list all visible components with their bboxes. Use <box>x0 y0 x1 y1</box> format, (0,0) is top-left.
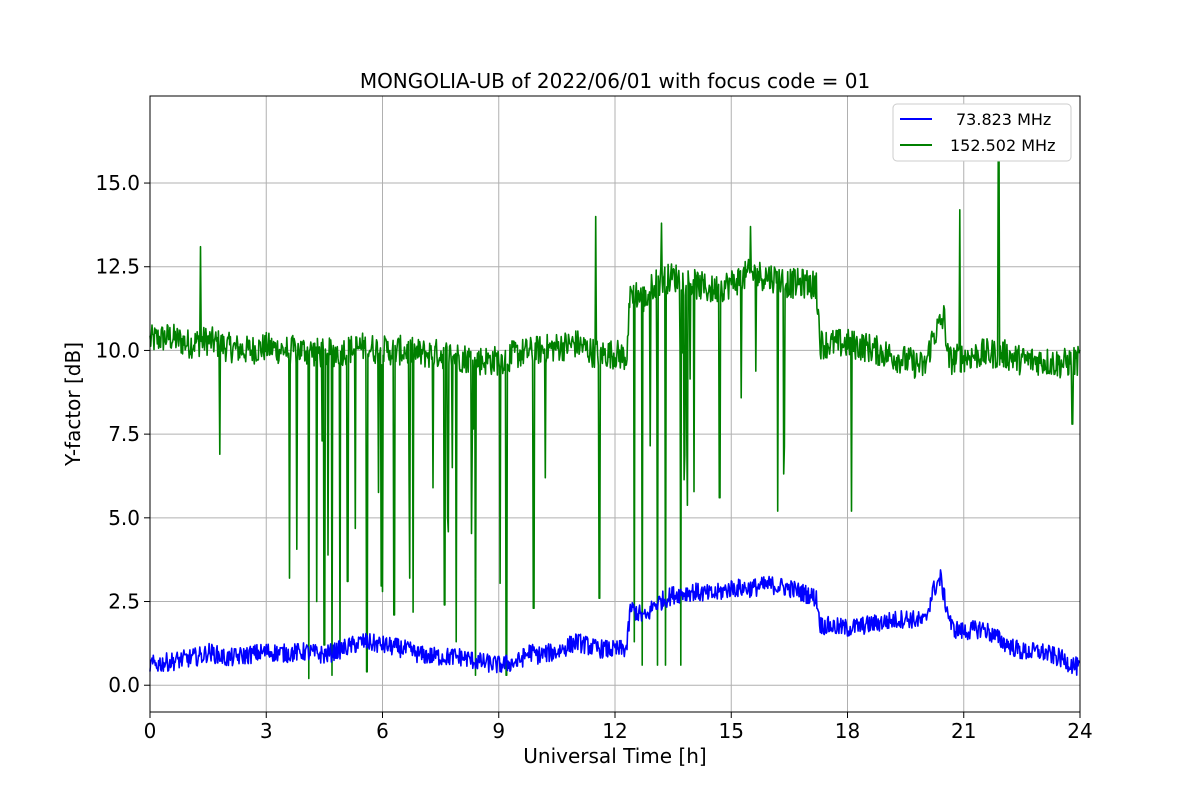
y-tick-label: 2.5 <box>108 590 140 614</box>
series-152mhz-line <box>149 135 1081 680</box>
series-73mhz-line <box>149 569 1081 676</box>
y-axis: 0.0 2.5 5.0 7.5 10.0 12.5 15.0 <box>95 171 150 697</box>
y-tick-label: 0.0 <box>108 673 140 697</box>
y-tick-label: 5.0 <box>108 506 140 530</box>
legend-box <box>892 103 1072 162</box>
y-axis-label: Y-factor [dB] <box>61 342 85 467</box>
x-tick-label: 15 <box>719 719 744 743</box>
y-tick-label: 10.0 <box>95 338 140 362</box>
x-tick-label: 21 <box>951 719 976 743</box>
x-axis: 0 3 6 9 12 15 18 21 24 <box>144 712 1093 743</box>
x-tick-label: 6 <box>376 719 389 743</box>
y-tick-label: 12.5 <box>95 255 140 279</box>
x-tick-label: 24 <box>1067 719 1092 743</box>
x-axis-label: Universal Time [h] <box>523 744 706 768</box>
legend-label-152mhz: 152.502 MHz <box>950 136 1055 155</box>
x-tick-label: 0 <box>144 719 157 743</box>
x-tick-label: 12 <box>602 719 627 743</box>
chart-title: MONGOLIA-UB of 2022/06/01 with focus cod… <box>360 69 870 93</box>
y-tick-label: 15.0 <box>95 171 140 195</box>
legend-label-73mhz: 73.823 MHz <box>956 110 1051 129</box>
legend: 73.823 MHz 152.502 MHz <box>892 103 1072 162</box>
x-tick-label: 9 <box>492 719 505 743</box>
x-tick-label: 18 <box>835 719 860 743</box>
y-tick-label: 7.5 <box>108 422 140 446</box>
grid-lines <box>149 96 1081 712</box>
x-tick-label: 3 <box>260 719 273 743</box>
series-layer <box>149 135 1081 680</box>
